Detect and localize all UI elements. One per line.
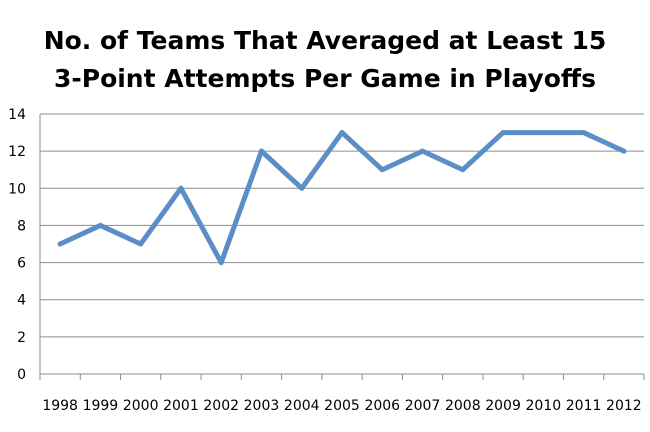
data-point (299, 185, 305, 191)
data-point (138, 241, 144, 247)
data-point (57, 241, 63, 247)
data-point (420, 148, 426, 154)
x-tick-label: 2008 (445, 398, 481, 414)
x-tick-label: 2011 (566, 398, 602, 414)
x-tick-label: 2003 (244, 398, 280, 414)
x-tick-label: 2006 (364, 398, 400, 414)
x-tick-label: 2001 (163, 398, 199, 414)
y-tick-label: 8 (17, 218, 26, 234)
x-tick-label: 2002 (203, 398, 239, 414)
x-tick-label: 2007 (405, 398, 441, 414)
data-point (460, 167, 466, 173)
data-point (339, 130, 345, 136)
y-tick-label: 0 (17, 367, 26, 383)
data-point (621, 148, 627, 154)
y-tick-label: 14 (8, 107, 26, 123)
y-tick-label: 10 (8, 181, 26, 197)
data-point (97, 222, 103, 228)
x-tick-label: 2000 (123, 398, 159, 414)
x-tick-label: 2004 (284, 398, 320, 414)
chart-title-line-1: No. of Teams That Averaged at Least 15 (43, 26, 607, 55)
chart-title-line-2: 3-Point Attempts Per Game in Playoffs (53, 64, 597, 93)
y-tick-label: 12 (8, 144, 26, 160)
series-line (57, 130, 627, 266)
data-point (500, 130, 506, 136)
x-tick-label: 2012 (606, 398, 642, 414)
y-tick-label: 6 (17, 256, 26, 272)
data-point (178, 185, 184, 191)
x-tick-label: 2009 (485, 398, 521, 414)
chart-title: No. of Teams That Averaged at Least 15 3… (0, 22, 650, 98)
x-tick-label: 1998 (42, 398, 78, 414)
data-point (540, 130, 546, 136)
data-point (581, 130, 587, 136)
y-tick-label: 4 (17, 293, 26, 309)
x-tick-label: 2005 (324, 398, 360, 414)
x-tick-label: 2010 (526, 398, 562, 414)
data-point (258, 148, 264, 154)
x-tick-label: 1999 (83, 398, 119, 414)
data-point (218, 260, 224, 266)
data-point (379, 167, 385, 173)
y-tick-label: 2 (17, 330, 26, 346)
